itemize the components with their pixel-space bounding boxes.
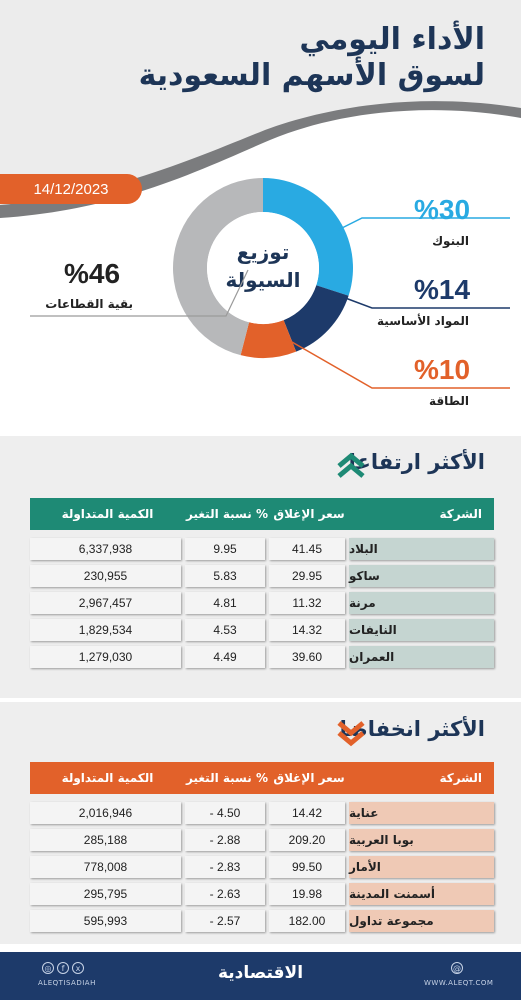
col-change-header: نسبة التغير %: [186, 507, 268, 521]
up-arrows-icon: [337, 452, 365, 478]
company-name-cell: ساكو: [349, 565, 494, 587]
change-cell: - 2.57: [185, 910, 265, 932]
company-name-cell: عناية: [349, 802, 494, 824]
volume-cell: 778,008: [30, 856, 181, 878]
change-cell: 5.83: [185, 565, 265, 587]
close-cell: 182.00: [269, 910, 345, 932]
change-cell: 4.49: [185, 646, 265, 668]
close-cell: 209.20: [269, 829, 345, 851]
energy-percent: %10: [414, 354, 471, 385]
table-row: 295,795- 2.63 19.98 أسمنت المدينة: [30, 883, 494, 905]
close-cell: 19.98: [269, 883, 345, 905]
change-cell: 9.95: [185, 538, 265, 560]
table-row: 1,829,534 4.53 14.32 النايفات: [30, 619, 494, 641]
close-cell: 11.32: [269, 592, 345, 614]
page-title-line1: الأداء اليومي: [299, 22, 485, 57]
losers-table-header: الكمية المتداولة نسبة التغير % سعر الإغل…: [30, 762, 494, 794]
instagram-icon[interactable]: ◎: [42, 962, 54, 974]
company-name-cell: العمران: [349, 646, 494, 668]
other-sectors-percent: %46: [64, 258, 121, 289]
volume-cell: 2,967,457: [30, 592, 181, 614]
company-name-cell: بوبا العربية: [349, 829, 494, 851]
donut-center-line1: توزيع: [236, 240, 290, 264]
close-cell: 14.32: [269, 619, 345, 641]
close-cell: 14.42: [269, 802, 345, 824]
close-cell: 99.50: [269, 856, 345, 878]
website-icon[interactable]: @: [451, 962, 463, 974]
col-volume-header: الكمية المتداولة: [61, 507, 154, 521]
change-cell: - 2.63: [185, 883, 265, 905]
facebook-icon[interactable]: f: [57, 962, 69, 974]
table-row: 778,008- 2.83 99.50 الأمار: [30, 856, 494, 878]
company-name-cell: البلاد: [349, 538, 494, 560]
energy-slice: [240, 320, 297, 358]
table-row: 595,993- 2.57 182.00 مجموعة تداول: [30, 910, 494, 932]
company-name-cell: أسمنت المدينة: [349, 883, 494, 905]
x-icon[interactable]: x: [72, 962, 84, 974]
social-icons: ◎ f x: [42, 962, 84, 974]
website-url[interactable]: WWW.ALEQT.COM: [424, 979, 494, 987]
col-change-header: نسبة التغير %: [186, 771, 268, 785]
energy-label: الطاقة: [429, 394, 469, 408]
donut-center-line2: السيولة: [225, 268, 301, 292]
table-row: 2,016,946- 4.50 14.42 عناية: [30, 802, 494, 824]
col-close-header: سعر الإغلاق: [273, 771, 345, 785]
connector-lines: [30, 217, 510, 389]
company-name-cell: الأمار: [349, 856, 494, 878]
gainers-table-header: الكمية المتداولة نسبة التغير % سعر الإغل…: [30, 498, 494, 530]
basic-materials-slice: [283, 285, 349, 352]
table-row: 2,967,457 4.81 11.32 مرنة: [30, 592, 494, 614]
liquidity-donut-chart: [173, 178, 353, 358]
volume-cell: 2,016,946: [30, 802, 181, 824]
change-cell: 4.81: [185, 592, 265, 614]
company-name-cell: مرنة: [349, 592, 494, 614]
volume-cell: 295,795: [30, 883, 181, 905]
col-volume-header: الكمية المتداولة: [61, 771, 154, 785]
brand-logo-text: الاقتصادية: [217, 963, 304, 983]
losers-title: الأكثر انخفاضا: [339, 717, 485, 741]
basic-materials-label: المواد الأساسية: [377, 314, 469, 328]
close-cell: 41.45: [269, 538, 345, 560]
volume-cell: 595,993: [30, 910, 181, 932]
change-cell: 4.53: [185, 619, 265, 641]
donut-center-label: توزيع السيولة: [205, 238, 321, 294]
social-handle: ALEQTISADIAH: [38, 979, 96, 987]
volume-cell: 1,829,534: [30, 619, 181, 641]
footer-bar: [0, 952, 521, 1000]
volume-cell: 6,337,938: [30, 538, 181, 560]
down-arrows-icon: [337, 721, 365, 747]
other-sectors-slice: [173, 178, 263, 356]
change-cell: - 2.83: [185, 856, 265, 878]
banks-label: البنوك: [432, 234, 469, 248]
header-background: [0, 0, 521, 218]
company-name-cell: النايفات: [349, 619, 494, 641]
change-cell: - 2.88: [185, 829, 265, 851]
table-row: 230,955 5.83 29.95 ساكو: [30, 565, 494, 587]
col-company-header: الشركة: [439, 771, 482, 785]
volume-cell: 230,955: [30, 565, 181, 587]
page-title-line2: لسوق الأسهم السعودية: [138, 58, 485, 93]
col-close-header: سعر الإغلاق: [273, 507, 345, 521]
change-cell: - 4.50: [185, 802, 265, 824]
date-badge: 14/12/2023: [0, 174, 142, 204]
table-row: 6,337,938 9.95 41.45 البلاد: [30, 538, 494, 560]
banks-slice: [263, 178, 353, 296]
volume-cell: 1,279,030: [30, 646, 181, 668]
close-cell: 29.95: [269, 565, 345, 587]
gainers-title: الأكثر ارتفاعا: [348, 450, 485, 474]
other-sectors-label: بقية القطاعات: [45, 297, 133, 311]
basic-materials-percent: %14: [414, 274, 471, 305]
banks-percent: %30: [414, 194, 471, 225]
table-row: 285,188- 2.88 209.20 بوبا العربية: [30, 829, 494, 851]
volume-cell: 285,188: [30, 829, 181, 851]
close-cell: 39.60: [269, 646, 345, 668]
company-name-cell: مجموعة تداول: [349, 910, 494, 932]
table-row: 1,279,030 4.49 39.60 العمران: [30, 646, 494, 668]
col-company-header: الشركة: [439, 507, 482, 521]
